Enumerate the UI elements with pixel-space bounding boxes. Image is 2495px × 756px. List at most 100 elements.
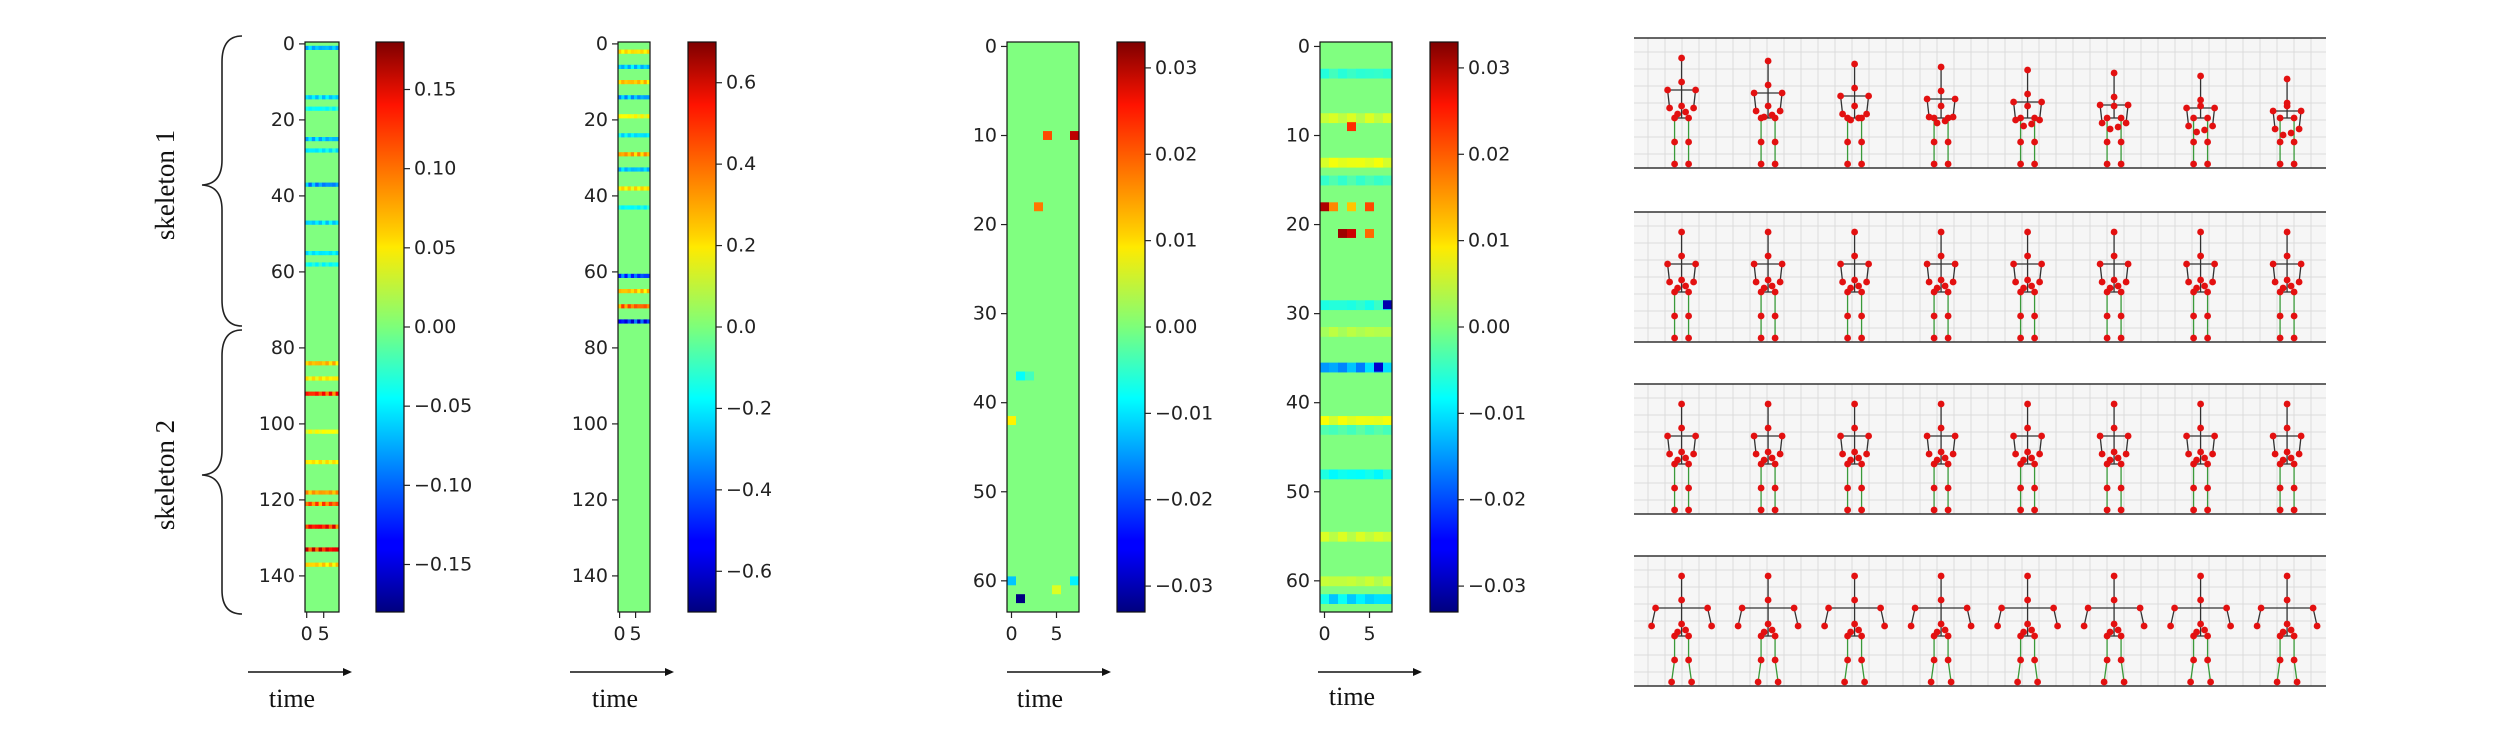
skeleton-joint [1708, 622, 1715, 630]
heatmap-background [1007, 42, 1079, 612]
heatmap-cell [322, 524, 326, 529]
heatmap-cell [328, 262, 333, 267]
skeleton-joint [2290, 312, 2298, 320]
skeleton-joint [1937, 63, 1945, 71]
y-tick-label: 40 [271, 185, 295, 207]
heatmap-cell [637, 319, 641, 324]
heatmap-cell [305, 45, 309, 50]
heatmap-cell [634, 64, 638, 69]
heatmap-cell [646, 289, 651, 294]
skeleton-joint [2140, 622, 2148, 630]
skeleton-joint [1750, 260, 1758, 268]
skeleton-joint [1930, 288, 1938, 296]
skeleton-figure [2010, 66, 2045, 168]
skeleton-joint [2190, 632, 2198, 640]
skeleton-joint [1858, 632, 1865, 640]
heatmap-cell [305, 148, 309, 153]
skeleton-joint [1844, 114, 1851, 122]
heatmap-cell [311, 562, 316, 567]
skeleton-joint [1690, 450, 1697, 458]
skeleton-joint [2028, 120, 2035, 128]
skeleton-joint [1844, 160, 1851, 168]
skeleton-joint [2031, 288, 2038, 296]
skeleton-joint [2297, 260, 2305, 268]
heatmap-cell [630, 64, 635, 69]
skeleton-figure [1837, 60, 1872, 168]
heatmap-cell [643, 152, 648, 157]
skeleton-joint [2122, 450, 2130, 458]
heatmap-cell [1320, 576, 1330, 587]
skeleton-joint [1863, 278, 1870, 286]
skeleton-joint [1750, 89, 1758, 97]
heatmap-cell [318, 361, 323, 366]
x-tick-label: 5 [630, 623, 642, 645]
skeleton-joint [2110, 572, 2118, 580]
skeleton-joint [1678, 448, 1685, 456]
skeleton-joint [2204, 506, 2212, 514]
time-annotation-3: time [1007, 668, 1111, 713]
skeleton-joint [2038, 98, 2045, 106]
heatmap-cell [621, 167, 625, 172]
heatmap-cell [621, 152, 625, 157]
skeleton-joint [2136, 604, 2144, 612]
heatmap-cell [643, 49, 648, 54]
heatmap-cell [335, 460, 340, 465]
skeleton-joint [2283, 276, 2291, 284]
skeleton-joint [2290, 656, 2298, 664]
heatmap-cell [637, 114, 641, 119]
heatmap-cell [1329, 68, 1339, 79]
heatmap-cell [1329, 300, 1339, 311]
skeleton-joint [1851, 596, 1858, 604]
heatmap-cell [646, 80, 651, 85]
skeleton-joint [2110, 424, 2118, 432]
heatmap-cell [315, 547, 319, 552]
skeleton-joint [1930, 334, 1938, 342]
skeleton-joint [2110, 400, 2118, 408]
skeleton-joint [1764, 102, 1772, 110]
heatmap-cell [627, 49, 632, 54]
skeleton-joint [1865, 432, 1872, 440]
skeleton-figure [1750, 228, 1786, 342]
colorbar [687, 41, 717, 613]
skeleton-joint [2183, 104, 2191, 112]
heatmap-cell [1374, 416, 1384, 426]
heatmap-cell [624, 167, 628, 172]
skeleton-joint [1666, 450, 1673, 458]
heatmap-cell [318, 106, 323, 111]
skeleton-joint [2197, 72, 2205, 80]
skeleton-joint [2190, 460, 2198, 468]
heatmap-cell [315, 137, 319, 142]
skeleton-joint [1841, 678, 1848, 686]
heatmap-cell [1320, 68, 1330, 79]
heatmap-cell [646, 186, 651, 191]
skeleton-joint [1858, 288, 1865, 296]
skeleton-joint [2197, 572, 2205, 580]
skeleton-joint [2283, 448, 2291, 456]
heatmap-cell [640, 289, 644, 294]
skeleton-joint [2269, 260, 2277, 268]
skeleton-joint [1685, 632, 1692, 640]
heatmap-cell [335, 429, 340, 434]
heatmap-cell [637, 186, 641, 191]
heatmap-cell [328, 220, 333, 225]
time-annotation-2: time [570, 668, 674, 713]
heatmap-cell [630, 80, 635, 85]
skeleton-joint [1837, 92, 1844, 100]
heatmap-cell [335, 262, 340, 267]
heatmap-cell [315, 220, 319, 225]
heatmap-cell [1052, 585, 1061, 595]
heatmap-cell [640, 49, 644, 54]
skeleton-joint [2017, 460, 2024, 468]
skeleton-joint [2295, 278, 2303, 286]
heatmap-cell [640, 95, 644, 100]
skeleton-joint [1844, 460, 1851, 468]
heatmap-cell [618, 152, 622, 157]
skeleton-joint [2100, 678, 2108, 686]
heatmap-cell [318, 148, 323, 153]
skeleton-joint [2024, 228, 2031, 236]
skeleton-joint [1757, 160, 1765, 168]
skeleton-joint [2103, 656, 2111, 664]
skeleton-joint [2031, 138, 2038, 146]
heatmap-cell [1338, 327, 1348, 337]
heatmap-cell [627, 64, 632, 69]
